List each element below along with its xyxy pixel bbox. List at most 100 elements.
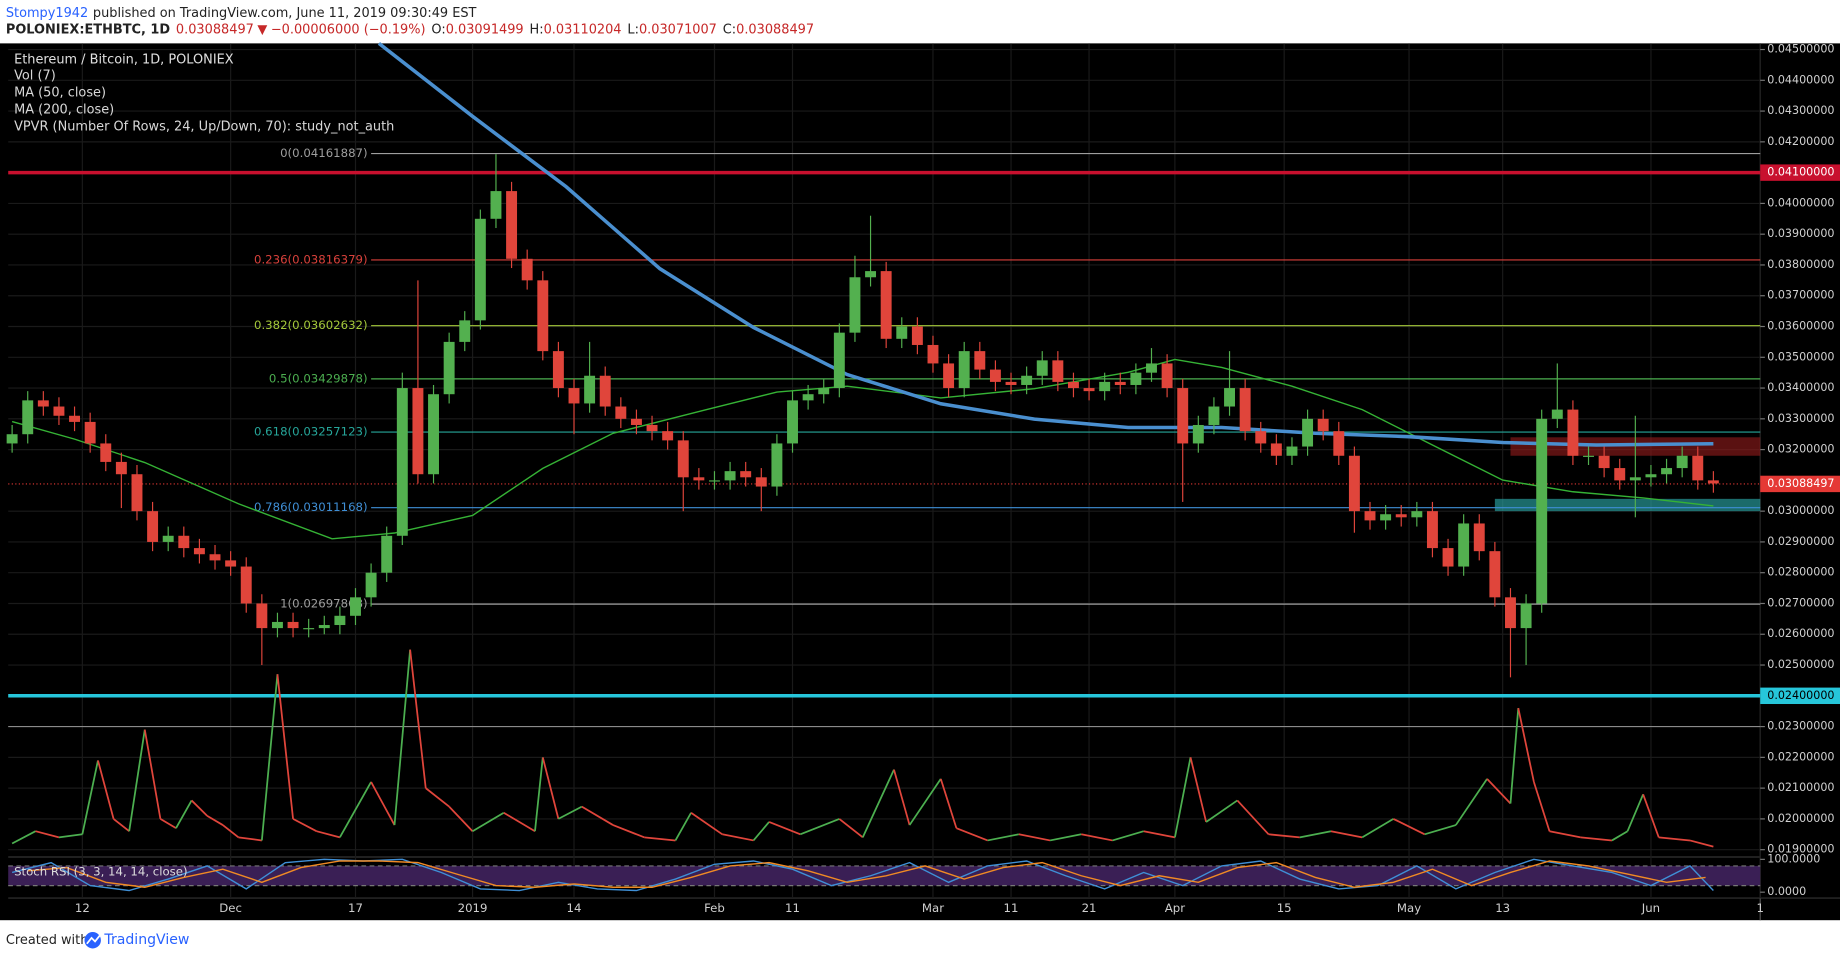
candle-body xyxy=(1286,446,1298,456)
candle-body xyxy=(1036,360,1048,376)
candle-body xyxy=(1114,381,1126,385)
volume-line xyxy=(393,649,411,826)
candle-body xyxy=(381,535,393,573)
header-line: Stompy1942 published on TradingView.com, … xyxy=(6,5,477,20)
ohlc-value: 0.03110204 xyxy=(544,22,622,37)
volume-line xyxy=(1642,793,1660,838)
volume-line xyxy=(1517,707,1535,783)
volume-line xyxy=(1455,778,1488,826)
volume-line xyxy=(768,821,801,836)
volume-line xyxy=(1299,830,1332,839)
ohlc-value: 0.03088497 xyxy=(736,22,814,37)
candle-body xyxy=(833,332,845,389)
candle-body xyxy=(162,535,174,542)
volume-line xyxy=(1580,836,1613,842)
volume-line xyxy=(1689,839,1714,848)
volume-line xyxy=(58,833,83,839)
candle-body xyxy=(615,406,627,419)
candle-body xyxy=(1348,455,1360,512)
volume-line xyxy=(644,836,676,842)
candle-body xyxy=(521,258,533,281)
y-tick-label: 0.04500000 xyxy=(1767,43,1834,56)
candle-body xyxy=(459,320,471,342)
candle-body xyxy=(334,615,346,626)
candle-body xyxy=(1239,388,1251,432)
volume-line xyxy=(448,805,474,832)
candle-body xyxy=(1021,375,1033,385)
x-tick-label: May xyxy=(1397,901,1421,915)
candle-body xyxy=(443,341,455,395)
volume-line xyxy=(238,836,262,842)
y-tick-label: 0.04000000 xyxy=(1767,196,1834,209)
candle-body xyxy=(37,400,49,407)
candle-body xyxy=(646,424,658,432)
x-tick-label: Dec xyxy=(219,901,242,915)
level-label-bg xyxy=(1760,164,1840,181)
symbol: POLONIEX:ETHBTC, 1D xyxy=(6,22,170,37)
volume-line xyxy=(581,805,614,826)
candle-body xyxy=(693,477,705,481)
volume-line xyxy=(370,781,396,826)
volume-line xyxy=(1268,833,1300,839)
candle-body xyxy=(1333,431,1345,456)
candle-body xyxy=(131,474,143,512)
volume-line xyxy=(1236,799,1270,835)
candle-body xyxy=(53,406,65,416)
candle-body xyxy=(1302,418,1314,447)
candle-body xyxy=(147,511,159,542)
candle-body xyxy=(1426,511,1438,549)
candle-body xyxy=(1614,468,1626,481)
candle-body xyxy=(1270,443,1282,456)
candle-body xyxy=(958,351,970,389)
candle-body xyxy=(974,351,986,370)
ohlc-key: O: xyxy=(431,22,445,37)
volume-line xyxy=(1189,757,1207,823)
candle-body xyxy=(1224,388,1235,407)
candle-body xyxy=(1411,511,1423,518)
y-tick-label: 0.03300000 xyxy=(1767,412,1834,425)
x-tick-label: 1 xyxy=(1756,901,1763,915)
candle-body xyxy=(927,344,939,364)
candle-body xyxy=(1146,363,1157,373)
symbol-line: POLONIEX:ETHBTC, 1D 0.03088497 ▼ −0.0000600… xyxy=(6,22,814,37)
candle-body xyxy=(271,621,283,629)
brand[interactable]: TradingView xyxy=(103,932,189,948)
candle-body xyxy=(1005,381,1017,385)
stoch-line xyxy=(11,858,1714,892)
candle-body xyxy=(1364,511,1376,521)
ohlc-value: 0.03091499 xyxy=(446,22,524,37)
ohlc-key: C: xyxy=(723,22,736,37)
volume-line xyxy=(35,830,60,839)
volume-line xyxy=(1049,833,1082,842)
candle-body xyxy=(537,280,549,352)
candle-body xyxy=(225,560,237,567)
candle-body xyxy=(412,388,424,475)
candle-body xyxy=(22,400,34,435)
candle-body xyxy=(1473,523,1485,552)
vpvr-label: VPVR (Number Of Rows, 24, Up/Down, 70): … xyxy=(14,120,394,135)
volume-line xyxy=(1361,818,1394,839)
candle-body xyxy=(303,628,315,630)
x-tick-label: 11 xyxy=(785,901,800,915)
y-tick-label: 0.02600000 xyxy=(1767,627,1834,640)
y-tick-label: 0.03500000 xyxy=(1767,350,1834,363)
published: published on TradingView.com, June 11, 2… xyxy=(93,5,477,20)
y-tick-label: 0.03800000 xyxy=(1767,258,1834,271)
y-tick-label: 0.02900000 xyxy=(1767,535,1834,548)
candle-body xyxy=(318,625,330,629)
author[interactable]: Stompy1942 xyxy=(6,5,88,20)
y-tick-label: 0.03700000 xyxy=(1767,289,1834,302)
tradingview-logo[interactable]: TradingView xyxy=(84,932,189,949)
candle-body xyxy=(818,388,830,395)
stoch-name: Stoch RSI (3, 3, 14, 14, close) xyxy=(14,865,188,879)
y-tick-label: 0.03900000 xyxy=(1767,227,1834,240)
candle-body xyxy=(989,369,1001,382)
x-tick-label: 11 xyxy=(1004,901,1019,915)
candle-body xyxy=(350,597,361,616)
candle-body xyxy=(1192,424,1204,444)
candle-body xyxy=(1629,477,1641,481)
candle-body xyxy=(240,566,252,604)
y-tick-label: 0.02000000 xyxy=(1767,812,1834,825)
candle-body xyxy=(802,394,814,401)
volume-line xyxy=(752,821,770,842)
